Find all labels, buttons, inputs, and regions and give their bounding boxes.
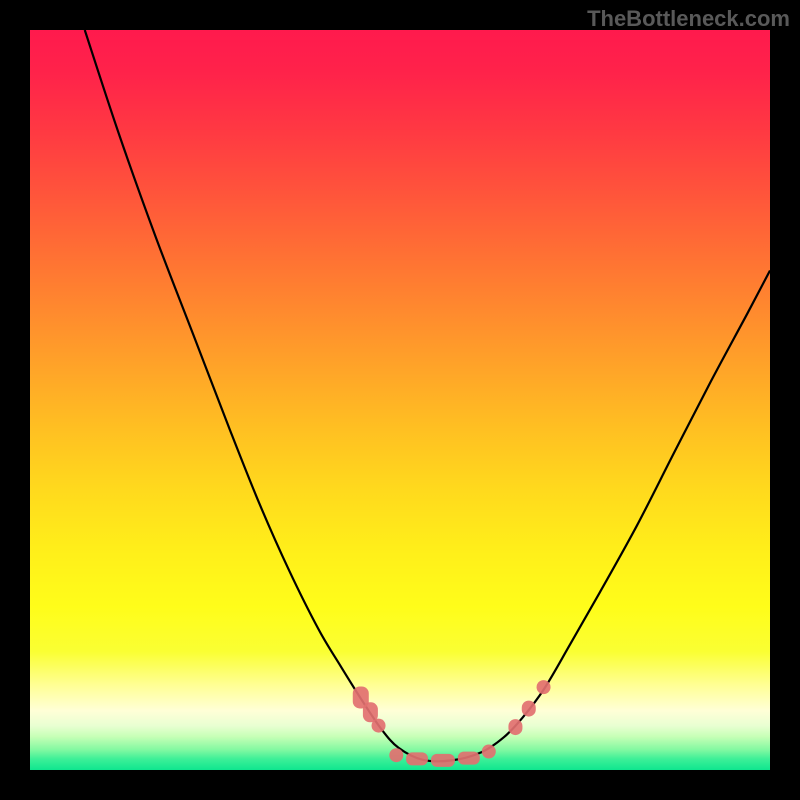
marker-point <box>372 719 386 733</box>
marker-point <box>522 701 536 717</box>
chart-frame: TheBottleneck.com <box>0 0 800 800</box>
marker-point <box>389 748 403 762</box>
marker-point <box>458 752 480 765</box>
marker-point <box>482 745 496 759</box>
marker-point <box>431 754 455 767</box>
plot-area <box>30 30 770 770</box>
markers-group <box>353 680 551 767</box>
marker-point <box>537 680 551 694</box>
curve-path <box>85 30 770 761</box>
watermark-text: TheBottleneck.com <box>587 6 790 32</box>
bottleneck-curve <box>30 30 770 770</box>
marker-point <box>406 752 428 765</box>
marker-point <box>508 719 522 735</box>
